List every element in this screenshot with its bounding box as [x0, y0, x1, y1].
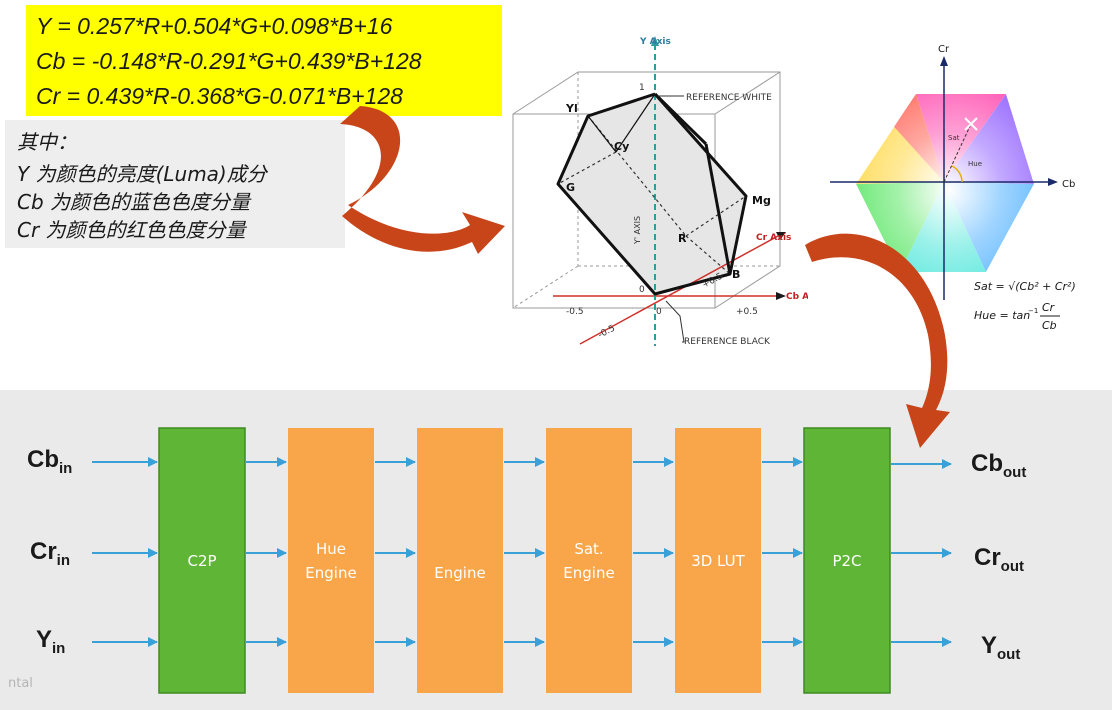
block-label-3d-lut: 3D LUT [691, 552, 745, 570]
cb-axis-label: Cb Axis [786, 292, 808, 302]
block-sat-engine [546, 428, 632, 693]
formula-cb: Cb = -0.148*R-0.291*G+0.439*B+128 [36, 48, 422, 74]
notes-line-cb: Cb 为颜色的蓝色色度分量 [17, 190, 251, 214]
cube-svg: Yl Cy G Mg R B Y Axis Y' AXIS Cr Axis Cb… [512, 36, 823, 347]
formula-y: Y = 0.257*R+0.504*G+0.098*B+16 [36, 13, 393, 39]
sat-vector [943, 123, 972, 183]
vertex-cy: Cy [614, 140, 629, 153]
block-p2c [803, 427, 891, 694]
block-hue-engine [288, 428, 374, 693]
hex-cr-label: Cr [938, 44, 950, 55]
hexagon-svg: Cb Cr Sat Hue Sat = √(Cb² + Cr²) Hue = t… [830, 44, 1076, 332]
output-label-cr: Crout [974, 544, 1024, 575]
hue-formula-sup: −1 [1028, 307, 1038, 315]
hue-arc [951, 165, 963, 183]
block-label-engine: Engine [434, 564, 486, 582]
hex-sat-label: Sat [948, 134, 960, 142]
block-c2p [158, 427, 246, 694]
hue-saturation-hexagon: Cb Cr Sat Hue Sat = √(Cb² + Cr²) Hue = t… [828, 40, 1098, 340]
reference-white-label: REFERENCE WHITE [686, 93, 772, 103]
hexagon-color-wheel [856, 94, 1034, 272]
footer-text: ntal [8, 676, 33, 691]
tick-top: 1 [639, 83, 645, 93]
hex-cb-label: Cb [1062, 179, 1075, 190]
notes-box: 其中： Y 为颜色的亮度(Luma)成分 Cb 为颜色的蓝色色度分量 Cr 为颜… [5, 120, 345, 248]
curved-arrow-right [805, 233, 950, 448]
hue-numerator: Cr [1042, 301, 1056, 314]
y-axis-vertical-label: Y' AXIS [633, 216, 642, 245]
tick-cb-pos: +0.5 [736, 307, 758, 317]
block-label-hue-engine: Hue Engine [305, 540, 357, 582]
vertex-b: B [732, 268, 740, 281]
reference-black-label: REFERENCE BLACK [684, 337, 771, 347]
hex-hue-label: Hue [968, 160, 982, 168]
tick-origin: 0 [639, 285, 645, 295]
vertex-g: G [566, 181, 575, 194]
output-label-y: Yout [981, 632, 1021, 663]
notes-line-cr: Cr 为颜色的红色色度分量 [17, 218, 246, 242]
hue-formula-prefix: Hue = tan [974, 309, 1030, 322]
vertex-mg: Mg [752, 194, 771, 207]
vertex-yl: Yl [565, 102, 578, 115]
y-axis-label: Y Axis [639, 37, 671, 47]
cr-axis-label: Cr Axis [756, 233, 791, 243]
input-label-y: Yin [36, 626, 66, 657]
ycbcr-cube-diagram: Yl Cy G Mg R B Y Axis Y' AXIS Cr Axis Cb… [508, 26, 823, 356]
notes-heading: 其中： [17, 130, 77, 154]
formula-cr: Cr = 0.439*R-0.368*G-0.071*B+128 [36, 83, 403, 109]
block-label-sat-engine: Sat. Engine [563, 540, 615, 582]
curved-arrow-left [340, 106, 505, 254]
tick-cb-neg: -0.5 [566, 307, 584, 317]
block-engine [417, 428, 503, 693]
input-label-cr: Crin [30, 538, 71, 569]
block-label-c2p: C2P [187, 552, 217, 570]
vertex-r: R [678, 232, 687, 245]
signal-arrows [92, 457, 952, 647]
input-label-cb: Cbin [27, 446, 73, 477]
sat-formula: Sat = √(Cb² + Cr²) [974, 280, 1076, 293]
notes-line-y: Y 为颜色的亮度(Luma)成分 [17, 162, 267, 186]
block-3d-lut [675, 428, 761, 693]
cr-axis-line [579, 235, 779, 345]
hue-denominator: Cb [1042, 319, 1057, 332]
tick-cb-zero: 0 [656, 307, 662, 317]
block-label-p2c: P2C [832, 552, 862, 570]
output-label-cb: Cbout [971, 450, 1027, 481]
formula-box: Y = 0.257*R+0.504*G+0.098*B+16 Cb = -0.1… [26, 5, 502, 116]
